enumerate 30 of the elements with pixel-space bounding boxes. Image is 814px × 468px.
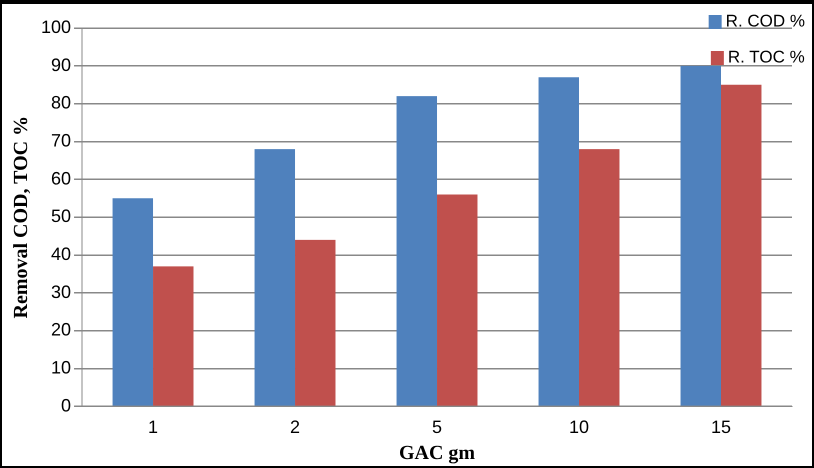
x-tick-label: 15 [710, 417, 732, 438]
y-tick-label: 70 [51, 130, 72, 150]
y-tick-label: 50 [51, 206, 72, 226]
y-tick-label: 20 [51, 320, 72, 340]
bar [680, 66, 722, 406]
y-tick-label: 40 [51, 244, 72, 264]
bar [579, 149, 620, 406]
y-tick-label: 80 [51, 92, 72, 113]
x-tick-label: 2 [290, 417, 300, 438]
x-axis-title: GAC gm [398, 442, 476, 464]
y-tick-label: 30 [51, 282, 72, 302]
legend-label: R. COD % [726, 12, 806, 31]
y-tick-label: 10 [51, 358, 72, 378]
y-tick-label: 90 [51, 54, 72, 75]
bar [254, 149, 296, 406]
bar [396, 96, 438, 406]
y-tick-label: 60 [51, 168, 72, 188]
x-tick-label: 1 [148, 417, 158, 438]
y-tick-label: 0 [61, 395, 72, 416]
bar [153, 266, 194, 406]
bar [295, 240, 336, 406]
bar [538, 77, 580, 406]
x-tick-label: 5 [432, 417, 442, 438]
legend-label: R. TOC % [728, 48, 805, 67]
x-tick-label: 10 [568, 417, 590, 438]
bar [721, 84, 762, 406]
bar [112, 198, 154, 406]
bar [437, 194, 478, 406]
y-tick-label: 100 [40, 16, 72, 37]
y-axis-title: Removal COD, TOC % [10, 116, 32, 319]
